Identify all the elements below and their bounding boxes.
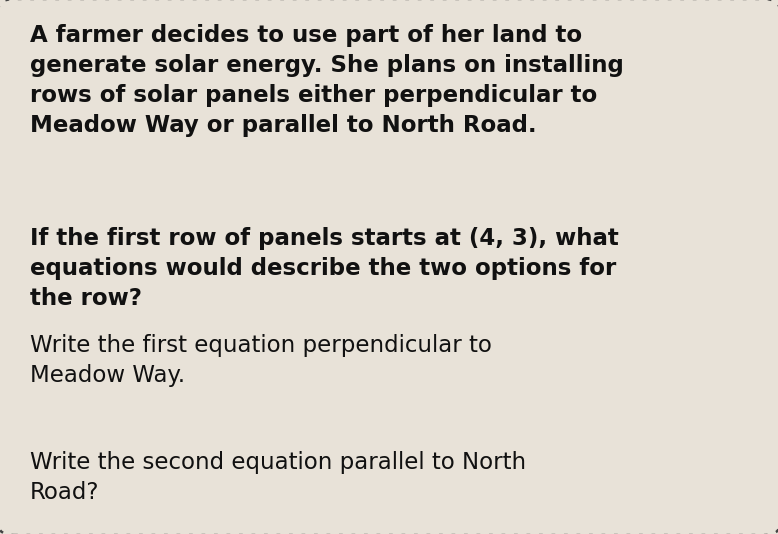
Text: Write the second equation parallel to North
Road?: Write the second equation parallel to No…: [30, 451, 526, 504]
Text: A farmer decides to use part of her land to
generate solar energy. She plans on : A farmer decides to use part of her land…: [30, 24, 623, 137]
Text: If the first row of panels starts at (4, 3), what
equations would describe the t: If the first row of panels starts at (4,…: [30, 227, 619, 310]
Text: Write the first equation perpendicular to
Meadow Way.: Write the first equation perpendicular t…: [30, 334, 492, 387]
